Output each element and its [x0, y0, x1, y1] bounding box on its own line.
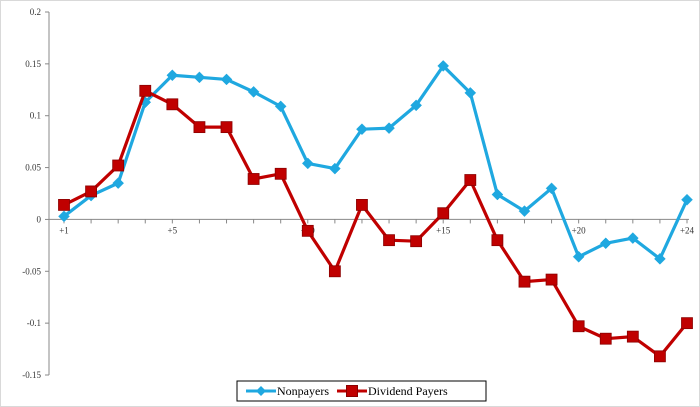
data-point-dividend-payers	[626, 330, 639, 343]
legend-label-dividend-payers: Dividend Payers	[368, 384, 448, 398]
data-point-dividend-payers	[383, 234, 395, 247]
data-point-dividend-payers	[410, 235, 423, 248]
data-point-nonpayers	[274, 100, 287, 113]
data-point-dividend-payers	[139, 84, 152, 97]
data-point-dividend-payers	[599, 332, 612, 345]
legend-item-dividend-payers: Dividend Payers	[337, 384, 448, 398]
y-tick-label: -0.1	[27, 318, 41, 328]
data-point-nonpayers	[572, 250, 585, 263]
x-tick-label: +5	[168, 225, 178, 235]
data-point-dividend-payers	[301, 224, 314, 237]
data-point-nonpayers	[301, 157, 314, 170]
legend: Nonpayers Dividend Payers	[236, 380, 487, 402]
data-point-nonpayers	[626, 232, 639, 244]
data-point-dividend-payers	[437, 207, 450, 220]
x-tick-label: +1	[59, 225, 69, 235]
legend-item-nonpayers: Nonpayers	[246, 384, 329, 398]
x-tick-label: +20	[572, 225, 587, 235]
data-point-dividend-payers	[681, 317, 693, 330]
y-tick-label: 0.2	[30, 7, 41, 17]
data-point-dividend-payers	[518, 275, 531, 288]
data-point-dividend-payers	[654, 350, 666, 363]
data-point-nonpayers	[545, 182, 558, 195]
y-tick-label: 0.05	[25, 163, 41, 173]
data-point-nonpayers	[356, 123, 368, 136]
data-point-nonpayers	[58, 210, 70, 223]
series-line-nonpayers	[63, 64, 689, 261]
data-point-nonpayers	[681, 193, 693, 206]
data-point-nonpayers	[112, 177, 125, 189]
data-point-dividend-payers	[166, 98, 179, 111]
data-point-nonpayers	[654, 252, 666, 265]
data-point-dividend-payers	[85, 185, 97, 198]
data-point-dividend-payers	[328, 265, 341, 278]
data-point-nonpayers	[518, 205, 531, 217]
data-point-nonpayers	[464, 87, 477, 99]
y-tick-label: -0.15	[22, 370, 41, 380]
data-point-nonpayers	[193, 71, 206, 84]
y-tick-label: 0.1	[30, 111, 41, 121]
legend-label-nonpayers: Nonpayers	[277, 384, 329, 398]
y-tick-label: -0.05	[22, 266, 41, 276]
data-point-nonpayers	[383, 122, 395, 135]
legend-marker-dividend-payers-icon	[346, 385, 358, 397]
series-dividend-payers	[58, 84, 693, 363]
x-tick-label: +15	[436, 225, 451, 235]
data-point-nonpayers	[220, 73, 233, 86]
data-point-dividend-payers	[274, 167, 287, 180]
series-layer	[58, 60, 693, 363]
data-point-dividend-payers	[545, 273, 558, 286]
data-point-dividend-payers	[572, 320, 585, 333]
data-point-dividend-payers	[220, 121, 233, 134]
legend-marker-nonpayers-icon	[256, 386, 266, 396]
y-axis-ticks: -0.15 -0.1 -0.05 0 0.05 0.1 0.15 0.2	[22, 7, 49, 380]
series-nonpayers	[58, 60, 693, 265]
data-point-nonpayers	[329, 162, 341, 175]
data-point-nonpayers	[410, 99, 422, 112]
data-point-nonpayers	[166, 69, 179, 82]
data-point-dividend-payers	[193, 121, 206, 134]
data-point-nonpayers	[247, 86, 260, 98]
data-point-dividend-payers	[58, 199, 70, 211]
y-tick-label: 0.15	[25, 59, 41, 69]
x-tick-label: +24	[680, 225, 695, 235]
y-tick-label: 0	[37, 214, 42, 224]
data-point-nonpayers	[437, 60, 450, 72]
data-point-nonpayers	[491, 188, 504, 201]
data-point-dividend-payers	[247, 173, 260, 185]
data-point-dividend-payers	[491, 234, 504, 247]
data-point-dividend-payers	[112, 159, 125, 172]
data-point-nonpayers	[599, 237, 612, 250]
data-point-dividend-payers	[356, 199, 368, 211]
data-point-dividend-payers	[464, 174, 477, 186]
